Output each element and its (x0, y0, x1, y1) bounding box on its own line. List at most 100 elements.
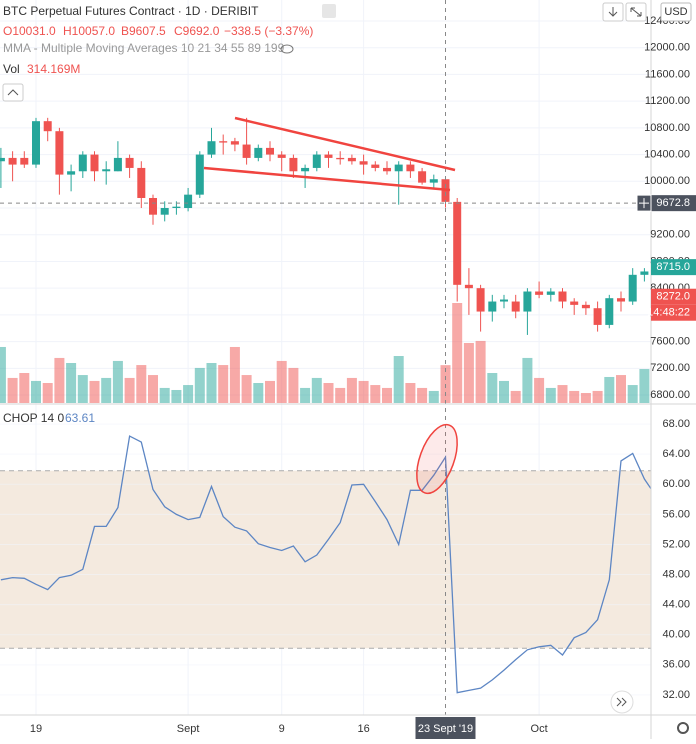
volume-bar (136, 365, 147, 403)
candle-body (125, 157, 134, 168)
volume-bar (580, 393, 591, 403)
candle-body (464, 284, 473, 289)
collapse-button[interactable] (2, 83, 24, 102)
scroll-right-button[interactable] (610, 690, 634, 714)
volume-bar (358, 380, 369, 403)
volume-bar (639, 369, 650, 403)
eye-icon[interactable] (280, 44, 294, 54)
volume-bar (241, 375, 252, 403)
hide-button[interactable] (322, 4, 336, 18)
volume-bar (194, 367, 205, 403)
countdown-box (651, 304, 696, 321)
chart-title: BTC Perpetual Futures Contract · 1D · DE… (3, 4, 259, 18)
candle-body (137, 167, 146, 198)
candle-body (371, 164, 380, 168)
volume-bar (101, 377, 112, 403)
candle-body (546, 291, 555, 295)
volume-bar (487, 373, 498, 403)
currency-box[interactable] (660, 2, 692, 22)
volume-bar (253, 383, 264, 403)
candle-body (301, 167, 310, 172)
y-tick-label: 68.00 (662, 418, 690, 430)
volume-bar (54, 357, 65, 403)
volume-bar (0, 346, 6, 403)
candle-body (207, 141, 216, 155)
volume-bar (112, 360, 123, 403)
candle-body (67, 171, 76, 175)
volume-bar (592, 390, 603, 403)
trend-line (203, 166, 451, 192)
candle-body (593, 308, 602, 325)
header: BTC Perpetual Futures Contract · 1D · DE… (2, 2, 692, 734)
volume-bar (370, 385, 381, 403)
x-tick-label: 9 (279, 723, 285, 735)
volume-bar (124, 377, 135, 403)
candle-body (160, 208, 169, 215)
x-tick-label: Sept (177, 723, 200, 735)
volume-bar (276, 360, 287, 403)
legend-low: B9607.5 (121, 24, 166, 38)
y-tick-label: 10400.00 (644, 148, 690, 160)
volume-bar (77, 375, 88, 403)
volume-bar (417, 387, 428, 403)
candle-body (113, 157, 122, 172)
volume-bar (300, 387, 311, 403)
countdown: 14:48:22 (647, 307, 690, 319)
candle-body (172, 206, 181, 209)
candle-body (289, 157, 298, 172)
candle-body (149, 197, 157, 215)
candle-body (242, 144, 251, 158)
volume-bar (428, 390, 439, 403)
volume-bar (557, 385, 568, 403)
candle-body (581, 304, 590, 309)
volume-bar (183, 385, 194, 403)
crosshair-date: 23 Sept '19 (418, 723, 473, 735)
volume-bar (475, 340, 486, 403)
volume-bar (218, 365, 229, 403)
settings-icon[interactable] (677, 722, 689, 734)
candle-body (0, 157, 5, 162)
price-label-box (651, 259, 696, 276)
candle-body (418, 171, 427, 183)
y-tick-label: 6800.00 (650, 389, 690, 401)
y-tick-label: 60.00 (662, 478, 690, 490)
chop-line (0, 435, 651, 694)
currency: USD (664, 6, 687, 18)
plus-button (636, 194, 652, 212)
y-tick-label: 10800.00 (644, 122, 690, 134)
volume-bar (545, 387, 556, 403)
x-tick-label: Oct (531, 723, 548, 735)
background (0, 0, 651, 715)
candle-body (476, 288, 485, 312)
candle-body (453, 201, 462, 285)
volume-bar (335, 387, 346, 403)
chop-label: CHOP 14 0 (3, 411, 64, 425)
candle-body (359, 161, 368, 165)
volume-bar (7, 377, 18, 403)
price-label: 8272.0 (656, 291, 690, 303)
candle-body (383, 167, 391, 172)
y-tick-label: 48.00 (662, 568, 690, 580)
candle-body (254, 147, 263, 158)
y-tick-label: 7600.00 (650, 336, 690, 348)
volume-bar (463, 343, 474, 403)
candle-body (488, 301, 497, 312)
legend-high: H10057.0 (63, 24, 115, 38)
candle-body (230, 141, 239, 145)
volume-bar (323, 383, 334, 403)
y-tick-label: 9200.00 (650, 229, 690, 241)
candle-body (219, 141, 228, 143)
candle-body (570, 301, 579, 305)
candle-body (55, 131, 64, 175)
crosshair-date-box (415, 717, 476, 739)
legend-close: C9692.0 (174, 24, 220, 38)
volume-bar (382, 387, 392, 403)
y-tick-label: 64.00 (662, 448, 690, 460)
volume-bar (66, 363, 77, 403)
volume-bar (159, 387, 170, 403)
y-tick-label: 7200.00 (650, 362, 690, 374)
plot-area (0, 0, 651, 715)
collapse-icon (7, 89, 19, 96)
volume-bar (229, 346, 240, 403)
